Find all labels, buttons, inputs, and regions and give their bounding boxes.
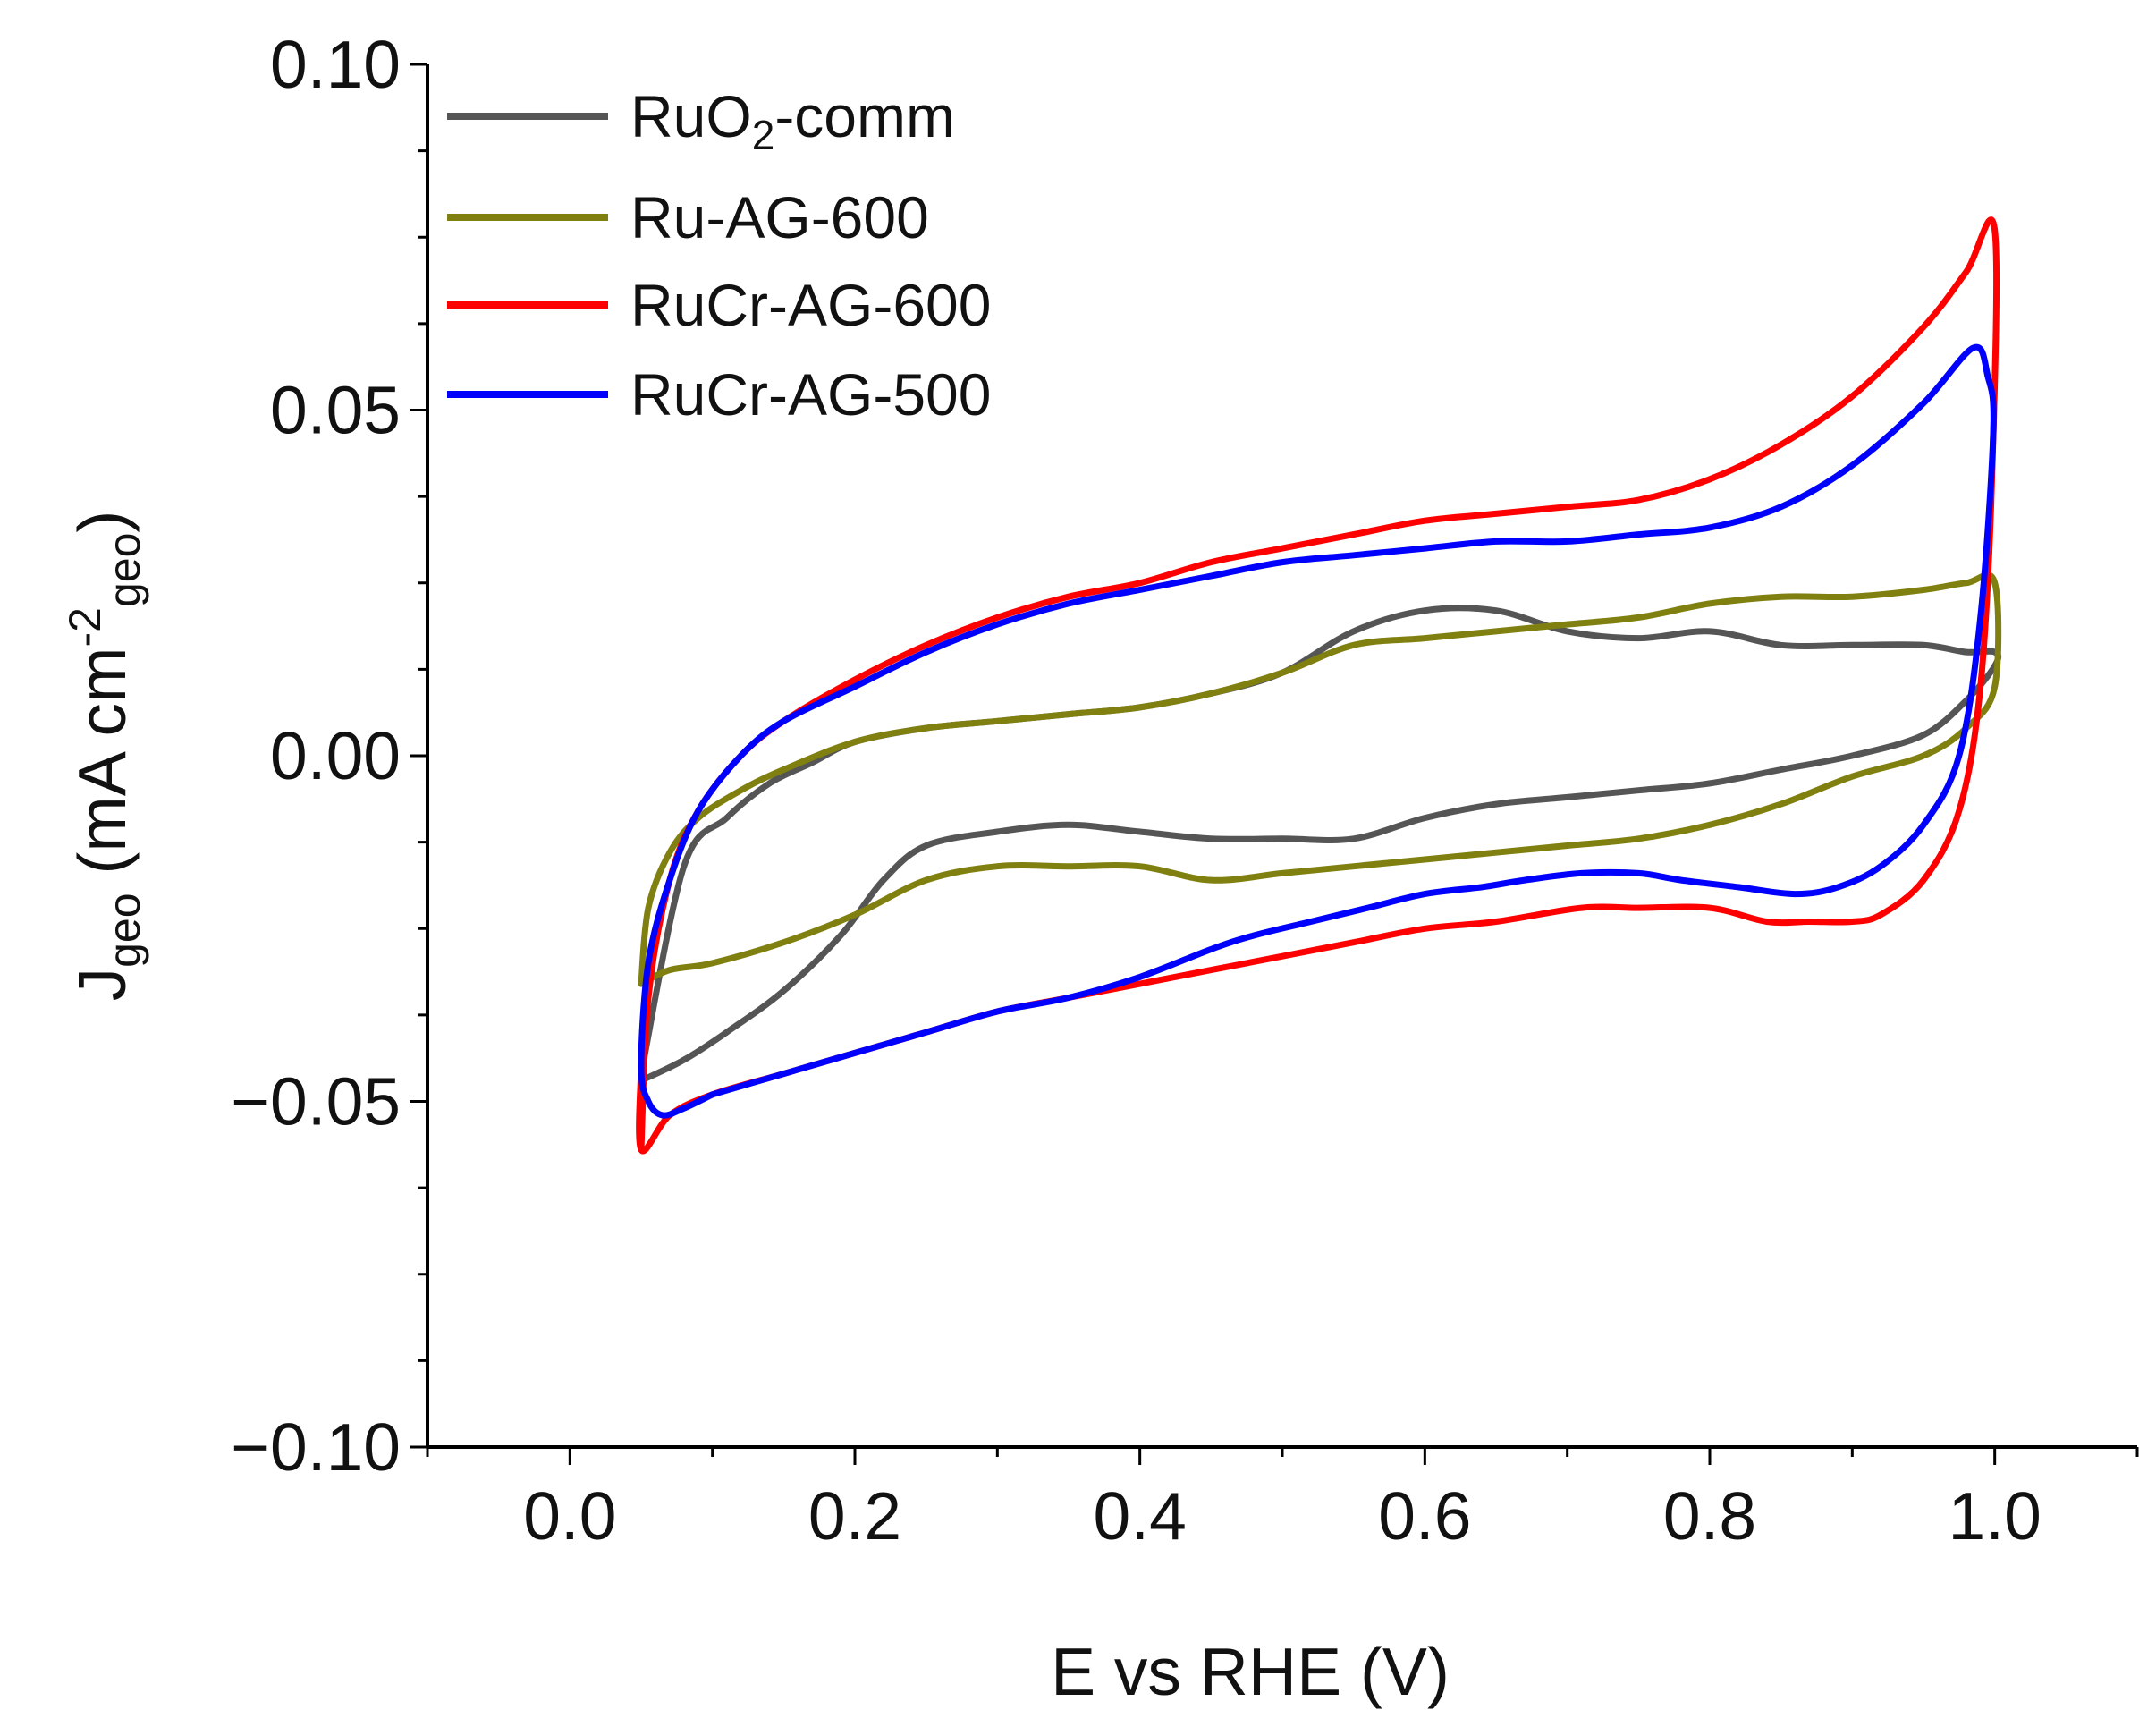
y-title-mid: (mA cm	[64, 647, 140, 893]
y-title-sup: -2	[60, 607, 110, 647]
y-ticks: −0.10 −0.05 0.00 0.05 0.10	[231, 27, 427, 1485]
y-tick-label: −0.05	[231, 1064, 401, 1139]
y-axis-title: Jgeo (mA cm-2geo)	[60, 511, 149, 1002]
legend: RuO2-comm Ru-AG-600 RuCr-AG-600 RuCr-AG-…	[447, 83, 991, 428]
x-axis-title: E vs RHE (V)	[1051, 1634, 1450, 1709]
x-tick-label: 0.4	[1094, 1478, 1187, 1553]
legend-label-rucr-ag-600: RuCr-AG-600	[630, 272, 991, 338]
x-tick-label: 0.6	[1378, 1478, 1471, 1553]
y-title-main: J	[64, 968, 140, 1002]
y-tick-label: 0.10	[270, 27, 401, 102]
legend-label-ru-ag-600: Ru-AG-600	[630, 184, 929, 250]
series-rucr-ag-500	[638, 343, 1997, 1119]
x-tick-label: 0.8	[1663, 1478, 1756, 1553]
series-group	[636, 216, 2002, 1155]
y-title-end: )	[64, 511, 140, 533]
legend-label-rucr-ag-500: RuCr-AG-500	[630, 361, 991, 428]
x-tick-label: 0.0	[523, 1478, 616, 1553]
y-title-sub: geo	[99, 893, 149, 967]
legend-label-ruo2: RuO2-comm	[630, 83, 955, 158]
y-title-sub2: geo	[99, 533, 149, 607]
x-ticks: 0.0 0.2 0.4 0.6 0.8 1.0	[426, 1447, 2139, 1553]
x-tick-label: 0.2	[808, 1478, 901, 1553]
y-tick-label: 0.05	[270, 373, 401, 448]
y-tick-label: −0.10	[231, 1410, 401, 1485]
x-tick-label: 1.0	[1949, 1478, 2042, 1553]
y-tick-label: 0.00	[270, 718, 401, 793]
